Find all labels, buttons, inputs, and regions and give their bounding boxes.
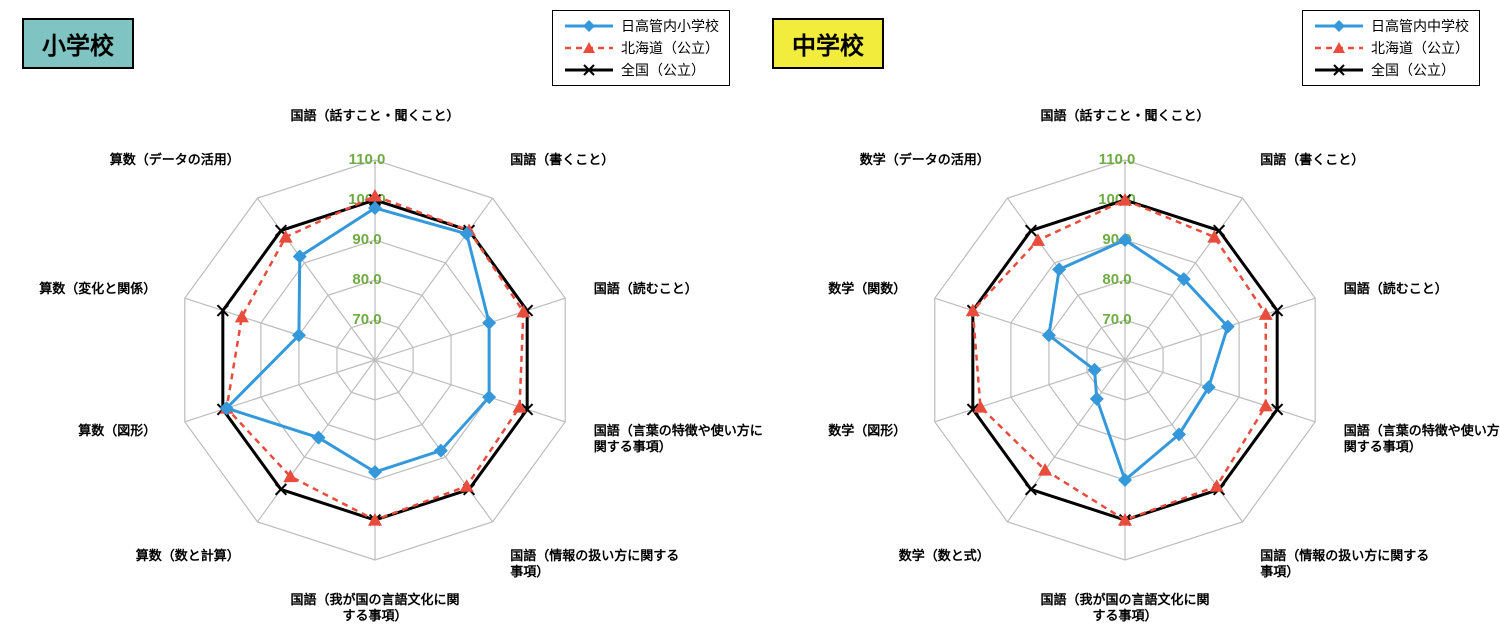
axis-label: 国語（我が国の言語文化に関 する事項）	[285, 592, 465, 623]
axis-label: 国語（書くこと）	[1260, 152, 1440, 168]
axis-label: 国語（我が国の言語文化に関 する事項）	[1035, 592, 1215, 623]
axis-label: 国語（話すこと・聞くこと）	[1035, 108, 1215, 124]
axis-label: 算数（変化と関係）	[0, 281, 156, 297]
svg-text:110.0: 110.0	[349, 151, 386, 168]
panel-elementary: 小学校 日高管内小学校 北海道（公立） 全国（公立） 70.080.090.01…	[0, 0, 750, 627]
panel-junior: 中学校 日高管内中学校 北海道（公立） 全国（公立） 70.080.090.01…	[750, 0, 1500, 627]
axis-label: 国語（書くこと）	[510, 152, 690, 168]
svg-text:80.0: 80.0	[1102, 271, 1131, 288]
axis-label: 国語（情報の扱い方に関する 事項）	[510, 548, 690, 579]
axis-label: 算数（データの活用）	[60, 152, 240, 168]
axis-label: 算数（図形）	[0, 423, 156, 439]
axis-label: 国語（話すこと・聞くこと）	[285, 108, 465, 124]
svg-text:90.0: 90.0	[352, 231, 381, 248]
axis-label: 国語（情報の扱い方に関する 事項）	[1260, 548, 1440, 579]
radar-junior: 70.080.090.0100.0110.0 国語（話すこと・聞くこと）国語（書…	[750, 0, 1500, 627]
axis-label: 数学（データの活用）	[810, 152, 990, 168]
axis-label: 国語（言葉の特徴や使い方に 関する事項）	[1344, 423, 1500, 454]
radar-svg-junior: 70.080.090.0100.0110.0	[750, 0, 1500, 627]
svg-text:70.0: 70.0	[352, 311, 381, 328]
axis-label: 数学（数と式）	[810, 548, 990, 564]
svg-text:80.0: 80.0	[352, 271, 381, 288]
svg-text:110.0: 110.0	[1099, 151, 1136, 168]
axis-label: 算数（数と計算）	[60, 548, 240, 564]
axis-label: 国語（読むこと）	[1344, 281, 1500, 297]
axis-label: 数学（関数）	[726, 281, 906, 297]
radar-svg-elementary: 70.080.090.0100.0110.0	[0, 0, 750, 627]
svg-text:70.0: 70.0	[1102, 311, 1131, 328]
axis-label: 数学（図形）	[726, 423, 906, 439]
radar-elementary: 70.080.090.0100.0110.0 国語（話すこと・聞くこと）国語（書…	[0, 0, 750, 627]
